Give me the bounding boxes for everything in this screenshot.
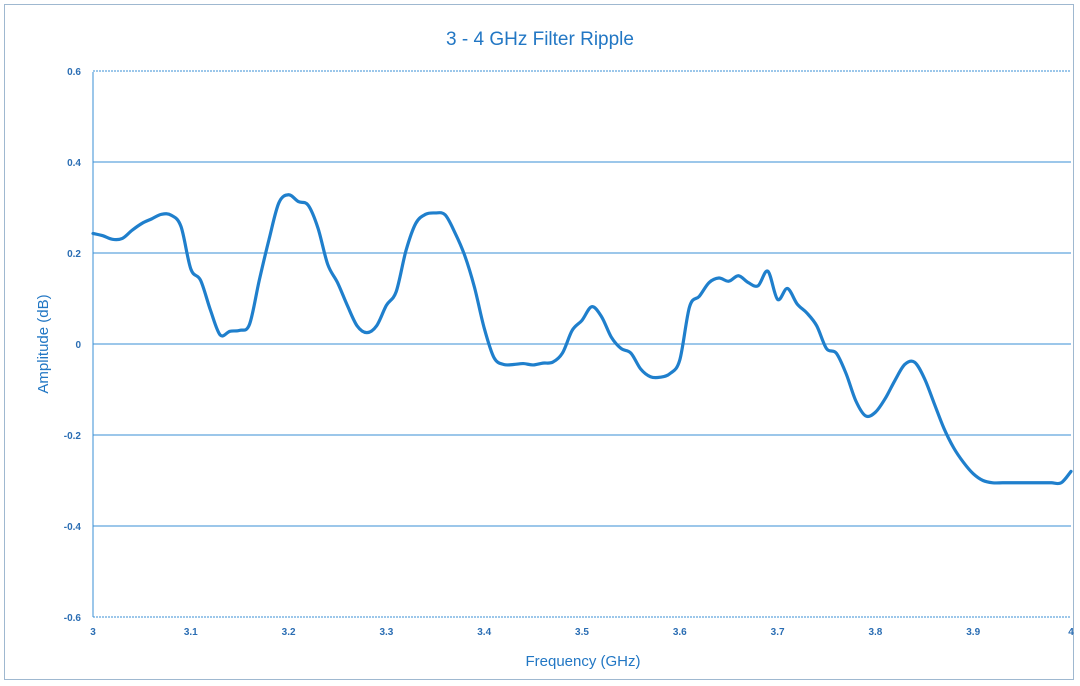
y-tick-label: -0.2 bbox=[64, 431, 82, 442]
y-tick-label: 0 bbox=[75, 340, 81, 351]
x-tick-label: 3.6 bbox=[673, 627, 687, 638]
data-series bbox=[91, 193, 1073, 486]
x-tick-label: 3.3 bbox=[379, 627, 393, 638]
x-tick-label: 3.4 bbox=[477, 627, 491, 638]
x-axis-title: Frequency (GHz) bbox=[525, 653, 640, 670]
x-tick-label: 3.1 bbox=[184, 627, 198, 638]
x-tick-label: 3.5 bbox=[575, 627, 589, 638]
y-tick-label: -0.6 bbox=[64, 613, 82, 624]
chart-title: 3 - 4 GHz Filter Ripple bbox=[446, 29, 634, 50]
y-tick-label: 0.2 bbox=[67, 249, 81, 260]
x-tick-label: 3.2 bbox=[282, 627, 296, 638]
x-tick-label: 3 bbox=[90, 627, 96, 638]
y-tick-label: 0.4 bbox=[67, 158, 81, 169]
chart-frame bbox=[4, 4, 1074, 680]
y-tick-label: -0.4 bbox=[64, 522, 82, 533]
x-tick-label: 3.8 bbox=[868, 627, 882, 638]
series-line-0 bbox=[91, 193, 1073, 486]
x-tick-label: 3.9 bbox=[966, 627, 980, 638]
x-tick-label: 3.7 bbox=[771, 627, 785, 638]
x-tick-labels: 3 3.1 3.2 3.3 3.4 3.5 3.6 3.7 3.8 3.9 4 bbox=[90, 627, 1074, 638]
y-tick-labels: 0.6 0.4 0.2 0 -0.2 -0.4 -0.6 bbox=[64, 67, 82, 624]
y-tick-label: 0.6 bbox=[67, 67, 81, 78]
x-tick-label: 4 bbox=[1068, 627, 1074, 638]
gridlines bbox=[93, 70, 1071, 618]
y-axis-title: Amplitude (dB) bbox=[35, 294, 52, 393]
